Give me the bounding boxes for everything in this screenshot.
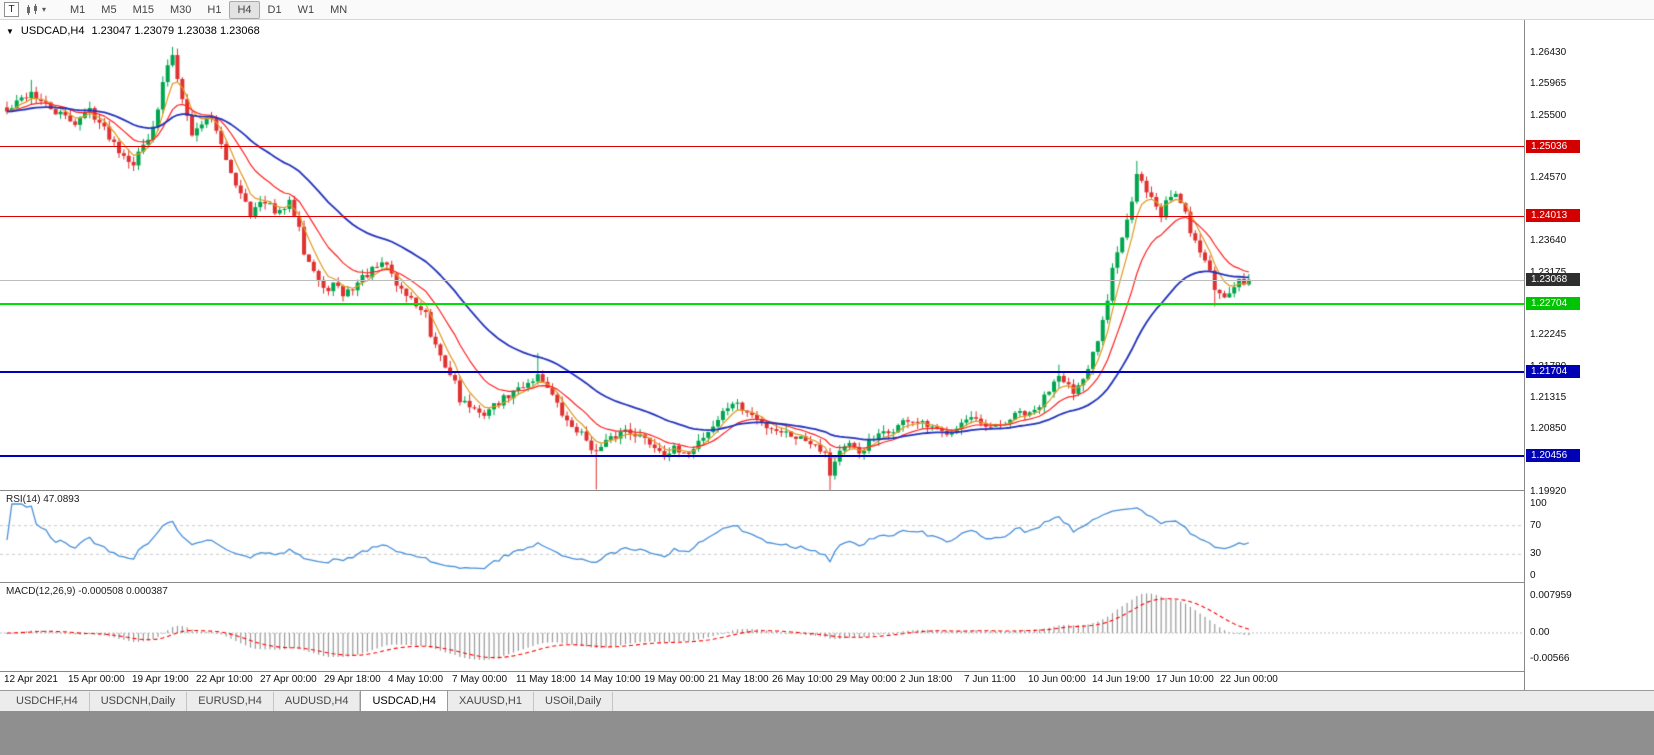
chart-title: ▼ USDCAD,H4 1.23047 1.23079 1.23038 1.23… xyxy=(6,25,260,37)
chart-tab-eurusd-h4[interactable]: EURUSD,H4 xyxy=(187,692,274,711)
price-axis-label: 1.21315 xyxy=(1530,392,1567,404)
macd-axis-label: -0.00566 xyxy=(1530,653,1570,665)
time-axis-label: 15 Apr 00:00 xyxy=(68,674,125,685)
panel-separator[interactable] xyxy=(0,490,1654,491)
price-badge-1.25036: 1.25036 xyxy=(1526,139,1580,153)
macd-indicator-label: MACD(12,26,9) -0.000508 0.000387 xyxy=(6,586,168,597)
timeframe-m30[interactable]: M30 xyxy=(169,3,192,16)
rsi-indicator-label: RSI(14) 47.0893 xyxy=(6,494,80,505)
time-axis-label: 29 Apr 18:00 xyxy=(324,674,381,685)
price-badge-1.24013: 1.24013 xyxy=(1526,209,1580,222)
price-axis-label: 1.23175 xyxy=(1530,267,1566,278)
timeframe-m15[interactable]: M15 xyxy=(132,3,154,16)
price-badge-1.20456: 1.20456 xyxy=(1526,448,1580,462)
price-axis-label: 1.26430 xyxy=(1530,46,1567,58)
macd-axis-label: 0.007959 xyxy=(1530,589,1572,601)
ohlc-values: 1.23047 1.23079 1.23038 1.23068 xyxy=(91,25,260,37)
horizontal-line-1.20456[interactable] xyxy=(0,454,1524,457)
time-axis-label: 2 Jun 18:00 xyxy=(900,674,953,685)
horizontal-line-1.22704[interactable] xyxy=(0,303,1524,306)
time-axis-label: 7 Jun 11:00 xyxy=(964,674,1016,685)
time-axis-label: 10 Jun 00:00 xyxy=(1028,674,1086,685)
time-axis-label: 27 Apr 00:00 xyxy=(260,674,317,685)
price-axis-label: 1.24570 xyxy=(1530,172,1567,184)
price-badge-1.22704: 1.22704 xyxy=(1526,297,1580,311)
time-axis-label: 14 Jun 19:00 xyxy=(1092,674,1150,685)
timeframe-buttons: M1 M5 M15 M30 H1 H4 D1 W1 MN xyxy=(62,0,355,19)
price-axis-label: 1.20850 xyxy=(1530,423,1567,435)
rsi-axis-label: 70 xyxy=(1530,519,1542,531)
chart-tab-xauusd-h1[interactable]: XAUUSD,H1 xyxy=(448,692,534,711)
price-axis-label: 1.23640 xyxy=(1530,235,1567,247)
rsi-axis-label: 100 xyxy=(1530,498,1547,509)
time-axis-label: 11 May 18:00 xyxy=(516,674,576,685)
time-axis-label: 7 May 00:00 xyxy=(452,674,508,685)
time-axis-label: 22 Jun 00:00 xyxy=(1220,674,1278,685)
chart-area: ▼ USDCAD,H4 1.23047 1.23079 1.23038 1.23… xyxy=(0,20,1654,690)
candlestick-chart-type-icon[interactable] xyxy=(26,3,39,16)
time-axis-label: 14 May 10:00 xyxy=(580,674,641,685)
price-axis-label: 1.19920 xyxy=(1530,486,1567,498)
chart-tab-audusd-h4[interactable]: AUDUSD,H4 xyxy=(273,692,361,711)
macd-axis-label: 0.00 xyxy=(1530,627,1550,638)
timeframe-m1[interactable]: M1 xyxy=(70,3,86,16)
horizontal-line-1.21704[interactable] xyxy=(0,370,1524,373)
rsi-axis-label: 30 xyxy=(1530,548,1542,560)
timeframe-w1[interactable]: W1 xyxy=(297,3,315,16)
time-axis-label: 17 Jun 10:00 xyxy=(1156,674,1214,685)
chart-tab-usdchf-h4[interactable]: USDCHF,H4 xyxy=(5,692,90,711)
price-axis-label: 1.22245 xyxy=(1530,329,1567,341)
timeframe-h4[interactable]: H4 xyxy=(229,0,260,19)
timeframe-m5[interactable]: M5 xyxy=(101,3,117,16)
rsi-axis-label: 0 xyxy=(1530,570,1536,581)
timeframe-h1[interactable]: H1 xyxy=(207,3,222,16)
chart-tab-usdcnh-daily[interactable]: USDCNH,Daily xyxy=(89,692,188,711)
chart-type-dropdown-icon[interactable]: ▾ xyxy=(42,5,47,14)
top-toolbar: T ▾ M1 M5 M15 M30 H1 H4 D1 W1 MN xyxy=(0,0,1654,20)
symbol-dropdown-icon[interactable]: ▼ xyxy=(6,26,14,36)
time-axis-label: 19 Apr 19:00 xyxy=(132,674,189,685)
time-axis-label: 12 Apr 2021 xyxy=(4,674,58,685)
time-axis-label: 4 May 10:00 xyxy=(388,674,444,685)
time-axis-label: 29 May 00:00 xyxy=(836,674,897,685)
status-bar xyxy=(0,711,1654,755)
time-axis-label: 19 May 00:00 xyxy=(644,674,705,685)
price-chart-canvas[interactable] xyxy=(0,20,1524,690)
current-price-line xyxy=(0,279,1524,281)
price-badge-1.21704: 1.21704 xyxy=(1526,364,1580,378)
price-axis-label: 1.25965 xyxy=(1530,78,1567,90)
chart-tab-bar: USDCHF,H4 USDCNH,Daily EURUSD,H4 AUDUSD,H4 U… xyxy=(0,690,1654,711)
timeframe-d1[interactable]: D1 xyxy=(267,3,282,16)
panel-separator xyxy=(0,671,1654,672)
time-axis-label: 22 Apr 10:00 xyxy=(196,674,253,685)
time-axis-label: 21 May 18:00 xyxy=(708,674,769,685)
price-badge-1.23068: 1.23068 xyxy=(1526,272,1580,286)
horizontal-line-1.24013[interactable] xyxy=(0,215,1524,217)
chart-tab-usoil-daily[interactable]: USOil,Daily xyxy=(534,692,614,711)
price-axis-label: 1.25500 xyxy=(1530,109,1567,121)
symbol-period-label: USDCAD,H4 xyxy=(20,25,85,37)
t-toolbar-button[interactable]: T xyxy=(4,2,19,17)
horizontal-line-1.25036[interactable] xyxy=(0,146,1524,148)
time-axis-label: 26 May 10:00 xyxy=(772,674,833,685)
timeframe-mn[interactable]: MN xyxy=(330,3,348,16)
panel-separator[interactable] xyxy=(0,582,1654,583)
price-axis[interactable]: 1.26430 1.25965 1.25500 1.24570 1.23640 1.231… xyxy=(1524,20,1654,690)
chart-tab-usdcad-h4[interactable]: USDCAD,H4 xyxy=(360,690,449,711)
